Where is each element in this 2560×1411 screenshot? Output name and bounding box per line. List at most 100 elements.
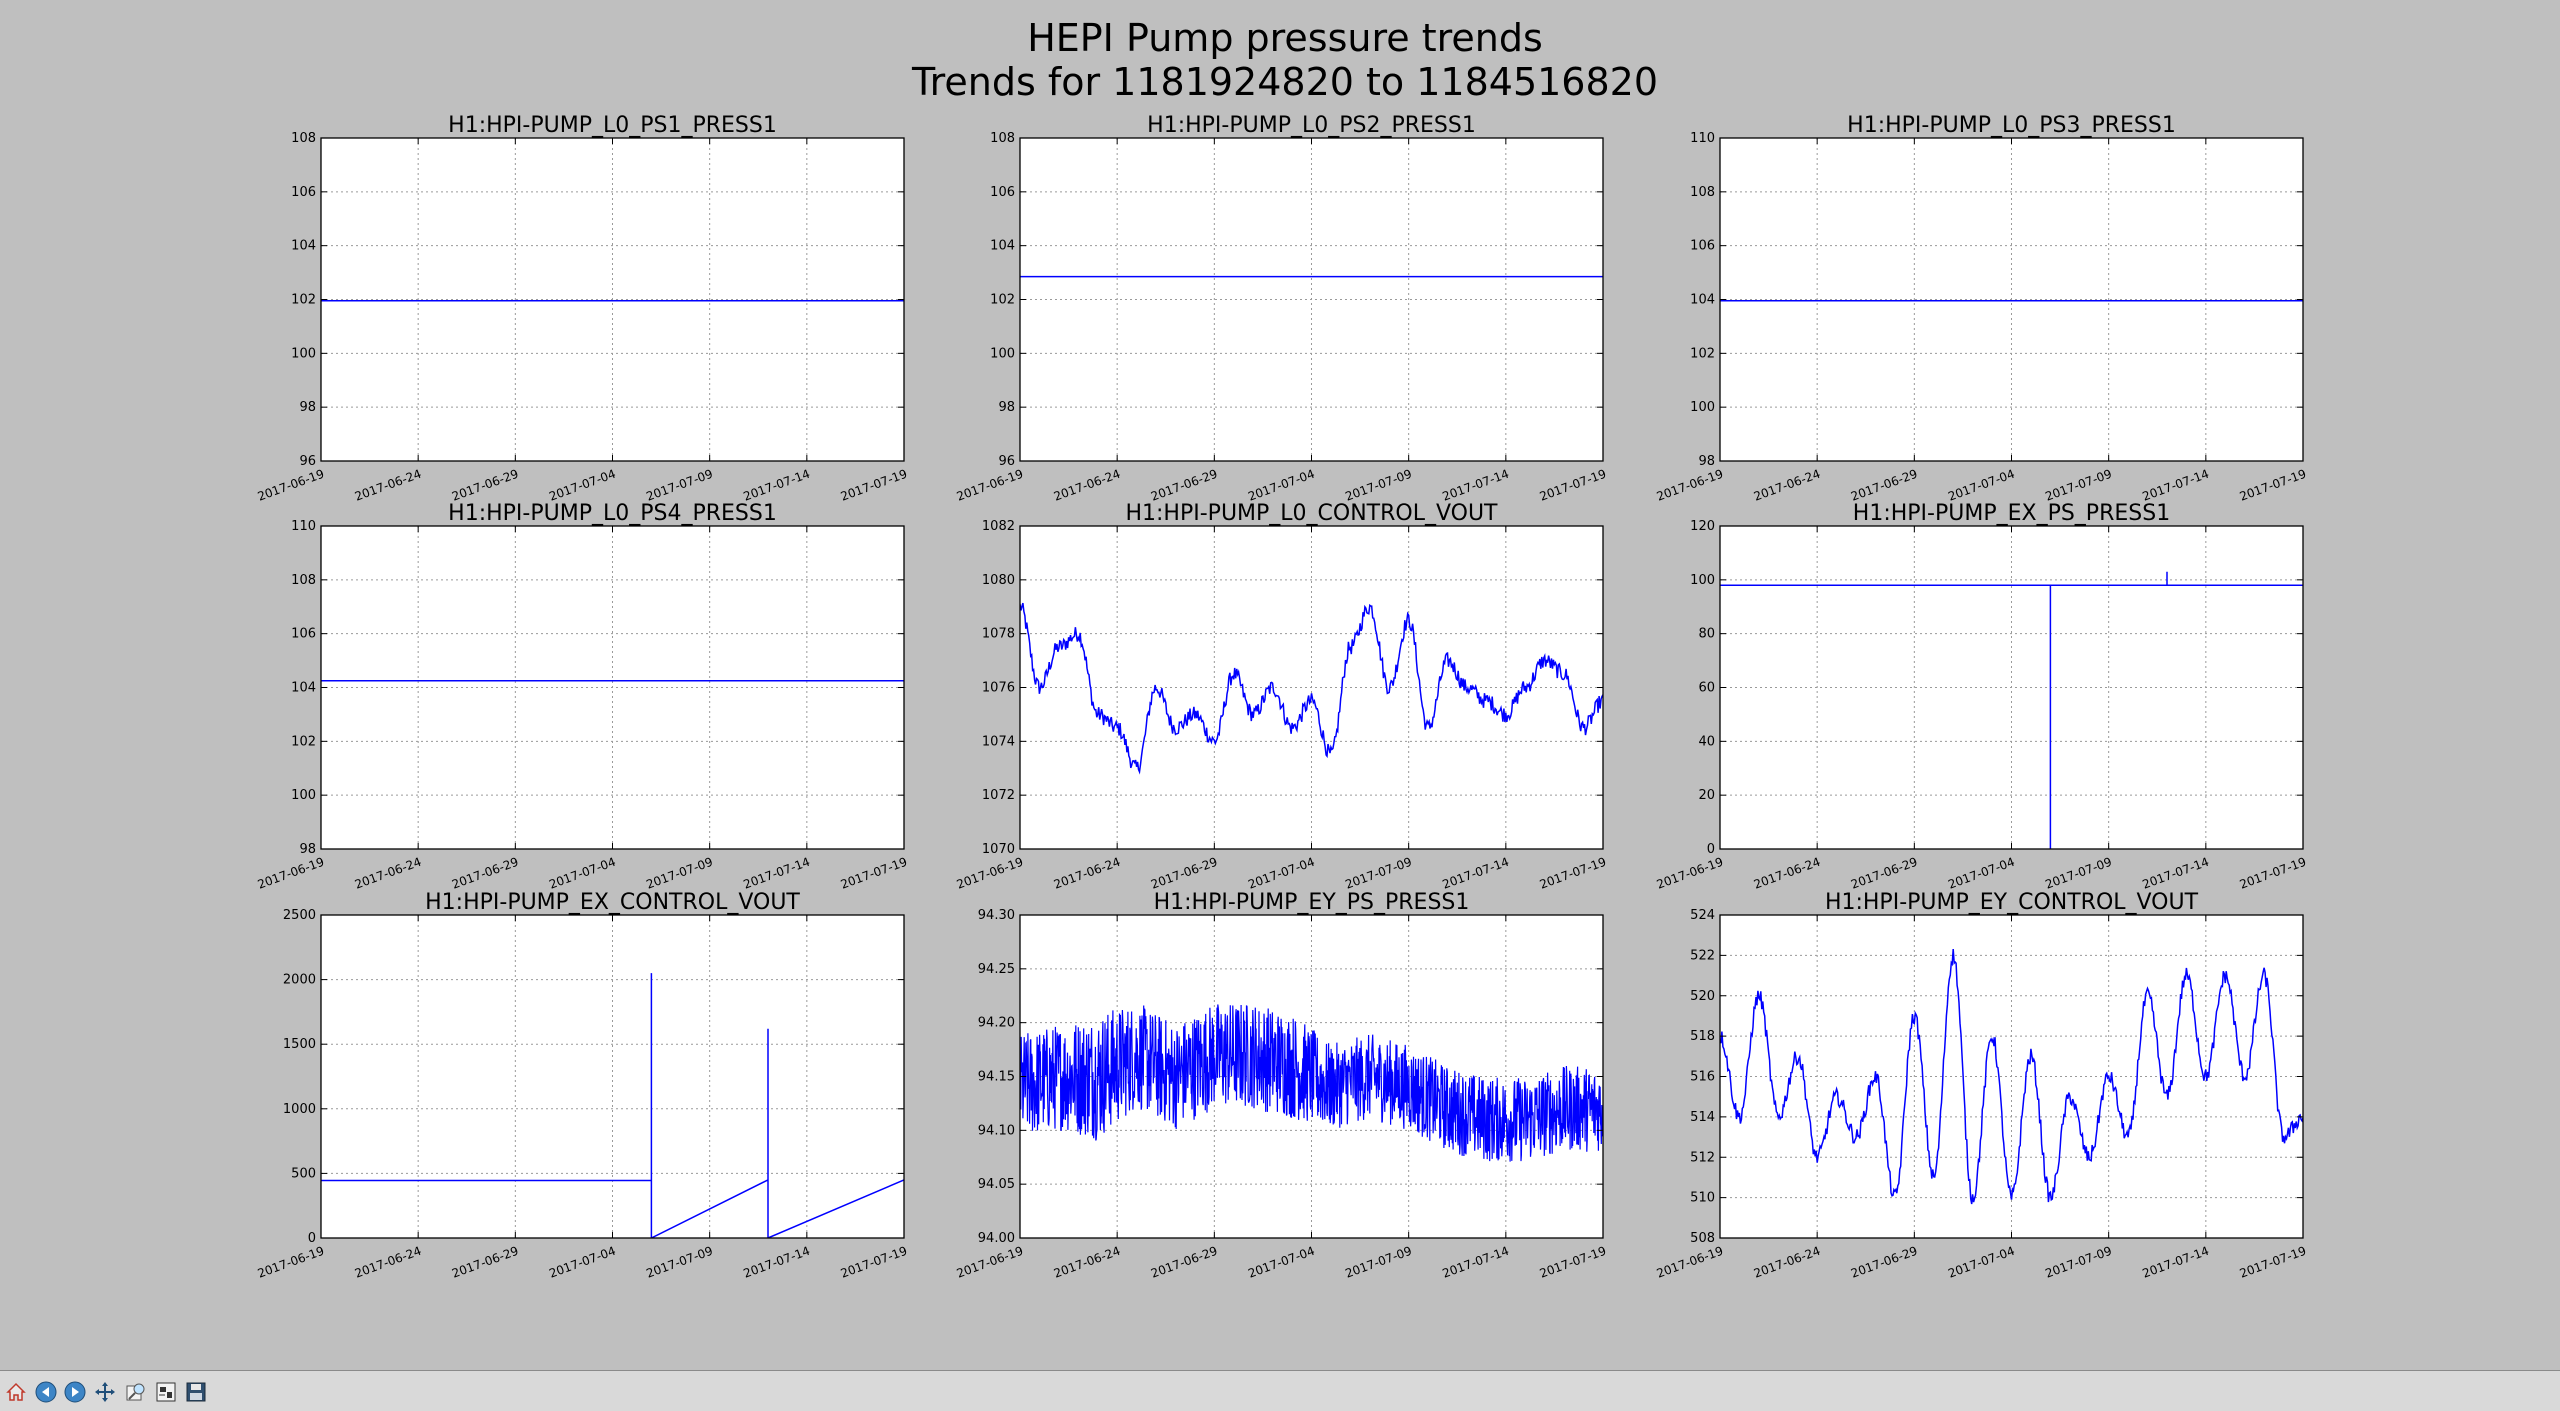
figure-canvas: 96 98 100 102 104 106 108 2017-06-19 2017-06-24 2… (256, 113, 2308, 1281)
y-tick-label: 100 (1690, 400, 1715, 415)
x-tick-label: 2017-07-19 (2238, 467, 2308, 504)
subplots-icon (156, 1382, 176, 1402)
y-tick-label: 518 (1690, 1029, 1715, 1044)
x-tick-label: 2017-07-19 (1538, 1244, 1608, 1281)
y-tick-label: 2500 (283, 908, 316, 923)
y-tick-label: 106 (1690, 239, 1715, 254)
figure-title-line: HEPI Pump pressure trends (1027, 16, 1543, 60)
subplot-5: 1070 1072 1074 1076 1078 1080 1082 2017-06-19 20… (955, 501, 1608, 892)
y-tick-label: 1078 (982, 627, 1015, 642)
back-icon (35, 1381, 57, 1403)
y-tick-label: 108 (990, 131, 1015, 146)
x-tick-label: 2017-07-09 (2043, 1244, 2113, 1281)
y-tick-label: 94.20 (978, 1016, 1015, 1031)
subplot-title: H1:HPI-PUMP_EY_PS_PRESS1 (1154, 890, 1470, 915)
x-tick-label: 2017-07-14 (2141, 467, 2211, 504)
y-tick-label: 1082 (982, 519, 1015, 534)
x-tick-label: 2017-07-14 (2141, 855, 2211, 892)
x-tick-label: 2017-07-09 (644, 1244, 714, 1281)
x-tick-label: 2017-07-04 (1246, 855, 1316, 892)
y-tick-label: 106 (291, 185, 316, 200)
y-tick-label: 100 (990, 346, 1015, 361)
data-layer (321, 973, 904, 1238)
y-tick-label: 104 (1690, 293, 1715, 308)
y-tick-label: 520 (1690, 989, 1715, 1004)
x-tick-label: 2017-07-04 (1946, 855, 2016, 892)
x-tick-label: 2017-06-24 (1752, 467, 1822, 504)
series-line (1720, 948, 2303, 1205)
y-tick-label: 516 (1690, 1070, 1715, 1085)
x-tick-label: 2017-06-19 (955, 855, 1025, 892)
y-tick-label: 110 (291, 519, 316, 534)
y-tick-label: 96 (998, 454, 1015, 469)
x-tick-label: 2017-06-19 (256, 855, 326, 892)
y-tick-label: 0 (1707, 842, 1715, 857)
x-tick-label: 2017-07-19 (839, 1244, 909, 1281)
y-tick-label: 94.30 (978, 908, 1015, 923)
x-tick-label: 2017-07-04 (1946, 1244, 2016, 1281)
y-tick-label: 60 (1698, 681, 1715, 696)
x-tick-label: 2017-07-09 (1343, 1244, 1413, 1281)
subplot-3: 98 100 102 104 106 108 110 2017-06-19 2017-06-24… (1655, 113, 2308, 504)
y-tick-label: 2000 (283, 973, 316, 988)
x-tick-label: 2017-07-09 (644, 467, 714, 504)
x-tick-label: 2017-07-09 (2043, 467, 2113, 504)
pan-icon (95, 1382, 115, 1402)
y-tick-label: 100 (1690, 573, 1715, 588)
y-tick-label: 104 (291, 239, 316, 254)
subplot-title: H1:HPI-PUMP_L0_PS3_PRESS1 (1847, 113, 2176, 138)
subplot-title: H1:HPI-PUMP_EY_CONTROL_VOUT (1825, 890, 2199, 915)
y-tick-label: 104 (291, 681, 316, 696)
subplot-title: H1:HPI-PUMP_L0_CONTROL_VOUT (1125, 501, 1498, 526)
x-tick-label: 2017-07-14 (1441, 467, 1511, 504)
x-tick-label: 2017-06-29 (1149, 467, 1219, 504)
x-tick-label: 2017-06-24 (1052, 855, 1122, 892)
save-icon (186, 1382, 206, 1402)
y-tick-label: 98 (998, 400, 1015, 415)
x-tick-label: 2017-06-29 (1849, 855, 1919, 892)
y-tick-label: 94.25 (978, 962, 1015, 977)
y-tick-label: 80 (1698, 627, 1715, 642)
x-tick-label: 2017-06-19 (256, 1244, 326, 1281)
subplot-9: 508 510 512 514 516 518 520 522 524 2017-06-19 201… (1655, 890, 2308, 1281)
x-tick-label: 2017-07-19 (1538, 467, 1608, 504)
subplot-6: 0 20 40 60 80 100 120 2017-06-19 2017-06-24 2017-… (1655, 501, 2308, 892)
navigation-toolbar (0, 1370, 2560, 1411)
pan-button[interactable] (93, 1380, 117, 1404)
x-tick-label: 2017-06-29 (450, 1244, 520, 1281)
save-button[interactable] (184, 1380, 208, 1404)
subplot-title: H1:HPI-PUMP_L0_PS2_PRESS1 (1147, 113, 1476, 138)
y-tick-label: 1500 (283, 1037, 316, 1052)
figure-subtitle: Trends for 1181924820 to 1184516820 (911, 60, 1659, 104)
configure-subplots-button[interactable] (154, 1380, 178, 1404)
x-tick-label: 2017-07-09 (644, 855, 714, 892)
y-tick-label: 120 (1690, 519, 1715, 534)
data-layer (1720, 948, 2303, 1205)
x-tick-label: 2017-07-04 (1246, 1244, 1316, 1281)
y-tick-label: 96 (299, 454, 316, 469)
y-tick-label: 102 (990, 293, 1015, 308)
x-tick-label: 2017-07-14 (1441, 1244, 1511, 1281)
y-tick-label: 100 (291, 346, 316, 361)
data-layer (1020, 1004, 1603, 1162)
y-tick-label: 104 (990, 239, 1015, 254)
subplot-8: 94.00 94.05 94.10 94.15 94.20 94.25 94.30 2017-… (955, 890, 1608, 1281)
y-tick-label: 110 (1690, 131, 1715, 146)
home-button[interactable] (4, 1380, 28, 1404)
series-line (1720, 571, 2303, 849)
x-tick-label: 2017-07-09 (1343, 855, 1413, 892)
y-tick-label: 524 (1690, 908, 1715, 923)
zoom-button[interactable] (124, 1380, 148, 1404)
back-button[interactable] (34, 1380, 58, 1404)
y-tick-label: 1080 (982, 573, 1015, 588)
y-tick-label: 1070 (982, 842, 1015, 857)
x-tick-label: 2017-06-24 (353, 1244, 423, 1281)
forward-button[interactable] (63, 1380, 87, 1404)
subplot-2: 96 98 100 102 104 106 108 2017-06-19 2017-06-24 2… (955, 113, 1608, 504)
x-tick-label: 2017-06-24 (353, 467, 423, 504)
subplot-title: H1:HPI-PUMP_L0_PS1_PRESS1 (448, 113, 777, 138)
x-tick-label: 2017-07-04 (547, 855, 617, 892)
y-tick-label: 514 (1690, 1110, 1715, 1125)
y-tick-label: 108 (291, 131, 316, 146)
x-tick-label: 2017-07-14 (2141, 1244, 2211, 1281)
